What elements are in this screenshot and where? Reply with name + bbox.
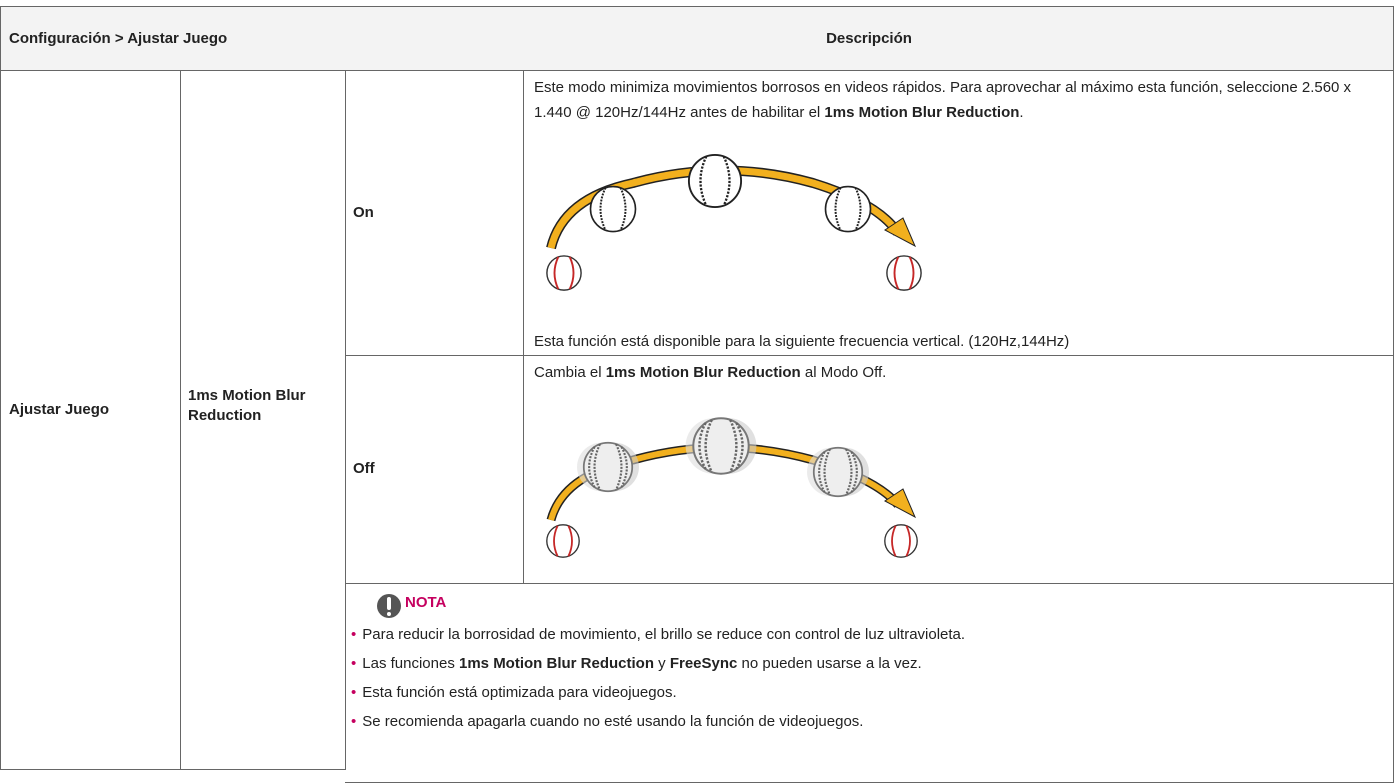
text-run: Se recomienda apagarla cuando no esté us… (362, 713, 863, 730)
text-segment: no pueden usarse a la vez. (737, 655, 922, 672)
note-item: • Las funciones 1ms Motion Blur Reduction… (351, 655, 922, 672)
description-cell: Cambia el 1ms Motion Blur Reduction al M… (523, 355, 1394, 584)
header-cell: Configuración > Ajustar Juego (0, 6, 346, 71)
option-label: On (353, 203, 374, 221)
illustration-off (545, 417, 919, 559)
text-segment: Cambia el (534, 364, 606, 381)
text-segment: Para reducir la borrosidad de movimiento… (362, 626, 966, 643)
text-segment: y (654, 655, 670, 672)
text-run: Las funciones 1ms Motion Blur Reduction … (362, 655, 921, 672)
option-cell: Off (345, 355, 524, 584)
description-text: Cambia el 1ms Motion Blur Reduction al M… (534, 360, 1381, 385)
text-run: Para reducir la borrosidad de movimiento… (362, 626, 965, 643)
feature-label: 1ms Motion Blur Reduction (188, 387, 306, 424)
note-cell: NOTA • Para reducir la borrosidad de movi… (345, 583, 1394, 783)
note-item: • Para reducir la borrosidad de movimient… (351, 626, 966, 643)
text-segment: al Modo Off. (800, 364, 887, 381)
feature-cell: 1ms Motion Blur Reduction (180, 70, 346, 770)
description-cell: Este modo minimiza movimientos borrosos … (523, 70, 1394, 356)
footnote-text: Esta función está disponible para la sig… (534, 333, 1070, 350)
note-item: • Se recomienda apagarla cuando no esté u… (351, 713, 864, 730)
bold-text: FreeSync (669, 655, 738, 672)
document: Configuración > Ajustar Juego Descripció… (0, 6, 1394, 783)
text-segment: Se recomienda apagarla cuando no esté us… (362, 713, 864, 730)
bold-text: 1ms Motion Blur Reduction (459, 655, 654, 672)
category-label: Ajustar Juego (9, 401, 110, 418)
description-text: Este modo minimiza movimientos borrosos … (534, 75, 1381, 125)
page: Ajustar Juego html, body { margin: 0; pa… (0, 6, 1394, 783)
text-run: Esta función está optimizada para videoj… (362, 684, 676, 701)
header-cell: Descripción (345, 6, 1394, 71)
text-segment: Este modo minimiza movimientos borrosos … (534, 79, 1352, 121)
text-segment: . (1019, 104, 1024, 121)
header-text: Configuración > Ajustar Juego (9, 30, 228, 47)
option-cell: On (345, 70, 524, 356)
bold-text: 1ms Motion Blur Reduction (824, 104, 1020, 121)
text-segment: Las funciones (362, 655, 459, 672)
note-item: • Esta función está optimizada para video… (351, 684, 677, 701)
text-segment: Esta función está optimizada para videoj… (362, 684, 677, 701)
note-icon (377, 594, 401, 618)
header-text: Descripción (826, 30, 912, 47)
category-cell: Ajustar Juego (0, 70, 181, 770)
note-title: NOTA (405, 594, 447, 611)
bold-text: 1ms Motion Blur Reduction (605, 364, 801, 381)
option-label: Off (353, 460, 375, 477)
illustration-on (545, 153, 923, 292)
